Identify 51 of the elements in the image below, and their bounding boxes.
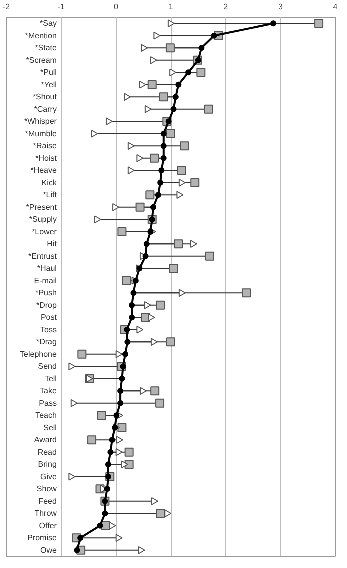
y-tick-label: *Mumble [25,129,58,138]
x-tick-label: 1 [168,2,174,12]
y-tick-label: *Scream [26,56,58,65]
y-tick-label: *Heave [30,166,58,176]
x-tick-label: 4 [333,2,338,12]
y-tick-label: Telephone [20,350,58,359]
y-tick-label: Toss [40,325,57,334]
y-tick-label: *Shout [32,92,58,102]
y-tick-label: Bring [38,460,57,470]
y-tick-label: Send [38,362,57,372]
y-tick-label: Award [34,436,57,445]
y-tick-label: *Push [36,288,57,298]
y-tick-label: Teach [36,411,57,420]
y-tick-label: Read [38,448,57,457]
y-tick-label: *Drag [36,338,57,347]
x-tick-label: -2 [2,2,11,12]
y-tick-label: *Supply [29,215,57,224]
y-tick-label: Hit [47,240,58,249]
y-tick-label: *Lift [43,190,58,200]
y-tick-label: E-mail [34,276,58,286]
y-tick-label: *Drop [36,300,58,310]
y-tick-label: Show [36,484,58,494]
y-tick-label: Promise [28,534,58,543]
y-tick-label: *Mention [25,31,57,40]
y-tick-label: *Entrust [28,252,58,261]
y-tick-label: Sell [44,423,58,432]
y-tick-label: *Pull [40,68,58,78]
y-tick-label: Feed [38,496,57,506]
y-tick-label: *Whisper [24,117,58,126]
x-tick-label: 2 [224,2,229,12]
y-tick-label: Kick [42,178,58,188]
y-tick-label: *Haul [37,264,58,274]
y-tick-label: Tell [44,374,58,384]
x-tick-label: -1 [58,2,66,12]
y-tick-label: *State [35,44,58,53]
y-tick-label: *Lower [32,227,58,236]
y-tick-label: Owe [40,546,58,555]
x-tick-label: 0 [114,2,119,12]
y-tick-label: Offer [39,521,58,530]
x-tick-label: 3 [278,2,284,12]
y-tick-label: Give [40,472,58,482]
y-tick-label: Post [40,313,58,322]
y-tick-label: *Carry [34,104,57,114]
y-tick-label: *Present [26,202,58,212]
y-tick-label: Take [40,386,58,396]
y-tick-label: *Yell [41,80,58,90]
y-tick-label: *Say [40,19,57,28]
y-tick-label: *Hoist [36,154,58,163]
y-tick-label: Pass [39,398,57,408]
y-tick-label: Throw [34,509,58,518]
y-tick-label: *Raise [33,142,58,151]
